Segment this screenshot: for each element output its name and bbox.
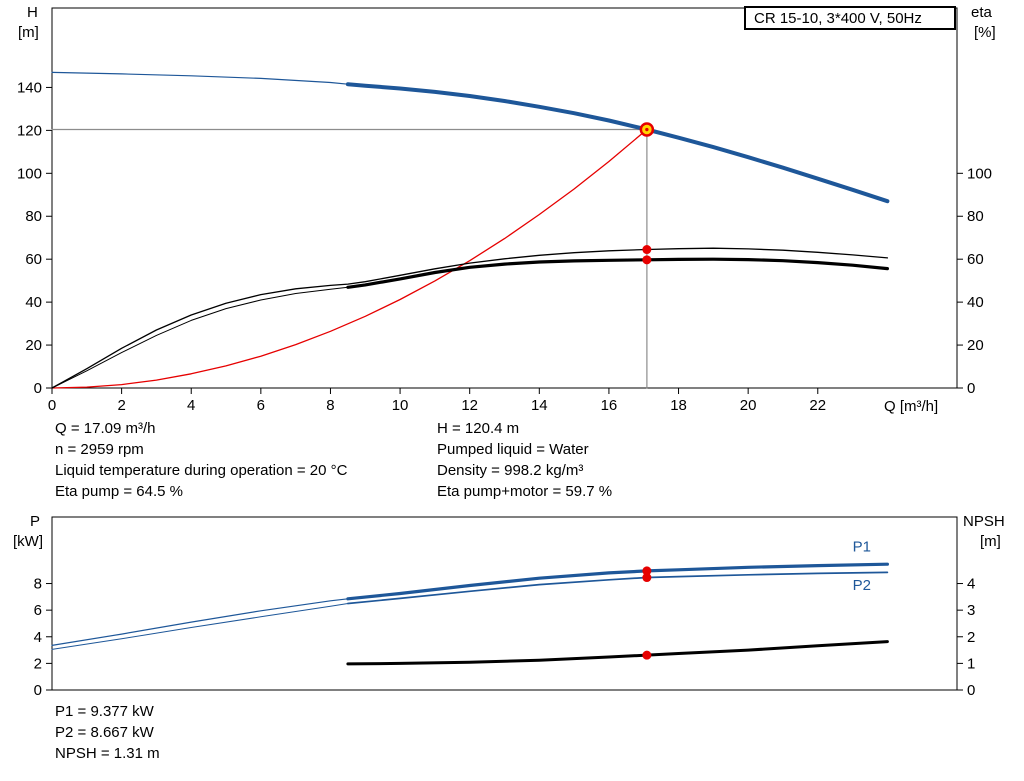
h-axis-title: H	[27, 4, 38, 21]
duty-point-center	[645, 127, 649, 132]
x-tick-label: 6	[257, 397, 265, 414]
left-tick-label: 8	[34, 576, 42, 593]
x-tick-label: 12	[461, 397, 478, 414]
right-tick-label: 20	[967, 337, 984, 354]
eta-axis-title: eta	[971, 4, 992, 21]
p2-value-text: P2 = 8.667 kW	[55, 724, 154, 741]
duty-flow-text: Q = 17.09 m³/h	[55, 420, 156, 437]
right-tick-label: 4	[967, 576, 975, 593]
left-tick-label: 80	[25, 208, 42, 225]
eta-pump-motor-curve	[346, 257, 890, 289]
left-tick-label: 2	[34, 655, 42, 672]
p1-value-text: P1 = 9.377 kW	[55, 703, 154, 720]
right-tick-label: 2	[967, 629, 975, 646]
eta-pump-text: Eta pump = 64.5 %	[55, 483, 183, 500]
p2-duty-point	[642, 573, 652, 583]
pumped-liquid-text: Pumped liquid = Water	[437, 441, 589, 458]
liquid-temp-text: Liquid temperature during operation = 20…	[55, 462, 348, 479]
left-tick-label: 120	[17, 122, 42, 139]
left-tick-label: 0	[34, 380, 42, 397]
right-tick-label: 1	[967, 655, 975, 672]
left-tick-label: 140	[17, 79, 42, 96]
x-tick-label: 10	[392, 397, 409, 414]
npsh-curve	[346, 640, 889, 666]
system-curve	[51, 128, 648, 389]
npsh-value-text: NPSH = 1.31 m	[55, 745, 160, 762]
x-tick-label: 0	[48, 397, 56, 414]
p1-curve	[346, 562, 890, 601]
npsh-duty-point	[642, 650, 652, 660]
right-tick-label: 40	[967, 294, 984, 311]
npsh-axis-title: NPSH	[963, 513, 1005, 530]
left-tick-label: 100	[17, 165, 42, 182]
x-tick-label: 2	[117, 397, 125, 414]
left-tick-label: 4	[34, 629, 42, 646]
p-axis-unit: [kW]	[13, 533, 43, 550]
h-axis-unit: [m]	[18, 24, 39, 41]
eta-pump-motor-text: Eta pump+motor = 59.7 %	[437, 483, 613, 500]
x-tick-label: 16	[601, 397, 618, 414]
p2-curve-ext	[51, 603, 349, 650]
head-efficiency-chart-frame	[51, 7, 958, 389]
x-tick-label: 22	[809, 397, 826, 414]
left-tick-label: 60	[25, 251, 42, 268]
eta-axis-unit: [%]	[974, 24, 996, 41]
p1-curve-ext	[51, 598, 349, 647]
x-tick-label: 14	[531, 397, 548, 414]
speed-text: n = 2959 rpm	[55, 441, 144, 458]
density-text: Density = 998.2 kg/m³	[437, 462, 584, 479]
p1-curve-label: P1	[853, 539, 871, 556]
eta-pump-motor-point	[642, 255, 652, 265]
eta-pump-curve	[51, 247, 889, 389]
right-tick-label: 80	[967, 208, 984, 225]
npsh-axis-unit: [m]	[980, 533, 1001, 550]
eta-pump-motor-curve-ext	[51, 286, 349, 389]
head-curve	[345, 82, 890, 204]
right-tick-label: 100	[967, 165, 992, 182]
left-tick-label: 0	[34, 682, 42, 699]
eta-pump-point	[642, 245, 652, 255]
x-tick-label: 4	[187, 397, 195, 414]
power-npsh-chart-frame	[51, 516, 958, 691]
left-tick-label: 6	[34, 602, 42, 619]
x-tick-label: 8	[326, 397, 334, 414]
right-tick-label: 3	[967, 602, 975, 619]
right-tick-label: 0	[967, 682, 975, 699]
chart-title-box: CR 15-10, 3*400 V, 50Hz	[744, 6, 956, 30]
p2-curve-label: P2	[853, 577, 871, 594]
right-tick-label: 60	[967, 251, 984, 268]
duty-head-text: H = 120.4 m	[437, 420, 520, 437]
p1-duty-point	[642, 566, 652, 576]
x-tick-label: 20	[740, 397, 757, 414]
q-axis-title: Q [m³/h]	[884, 398, 939, 415]
p-axis-title: P	[30, 513, 41, 530]
left-tick-label: 40	[25, 294, 42, 311]
p2-curve	[347, 571, 889, 605]
left-tick-label: 20	[25, 337, 42, 354]
head-curve-ext	[51, 71, 349, 85]
x-tick-label: 18	[670, 397, 687, 414]
right-tick-label: 0	[967, 380, 975, 397]
